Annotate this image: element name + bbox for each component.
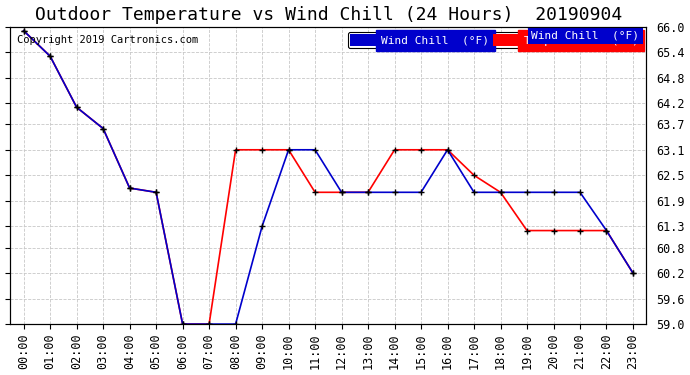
Text: Wind Chill  (°F): Wind Chill (°F)	[531, 31, 639, 40]
Title: Outdoor Temperature vs Wind Chill (24 Hours)  20190904: Outdoor Temperature vs Wind Chill (24 Ho…	[34, 6, 622, 24]
Text: Copyright 2019 Cartronics.com: Copyright 2019 Cartronics.com	[17, 35, 198, 45]
Legend: Wind Chill  (°F), Temperature  (°F): Wind Chill (°F), Temperature (°F)	[348, 32, 641, 48]
